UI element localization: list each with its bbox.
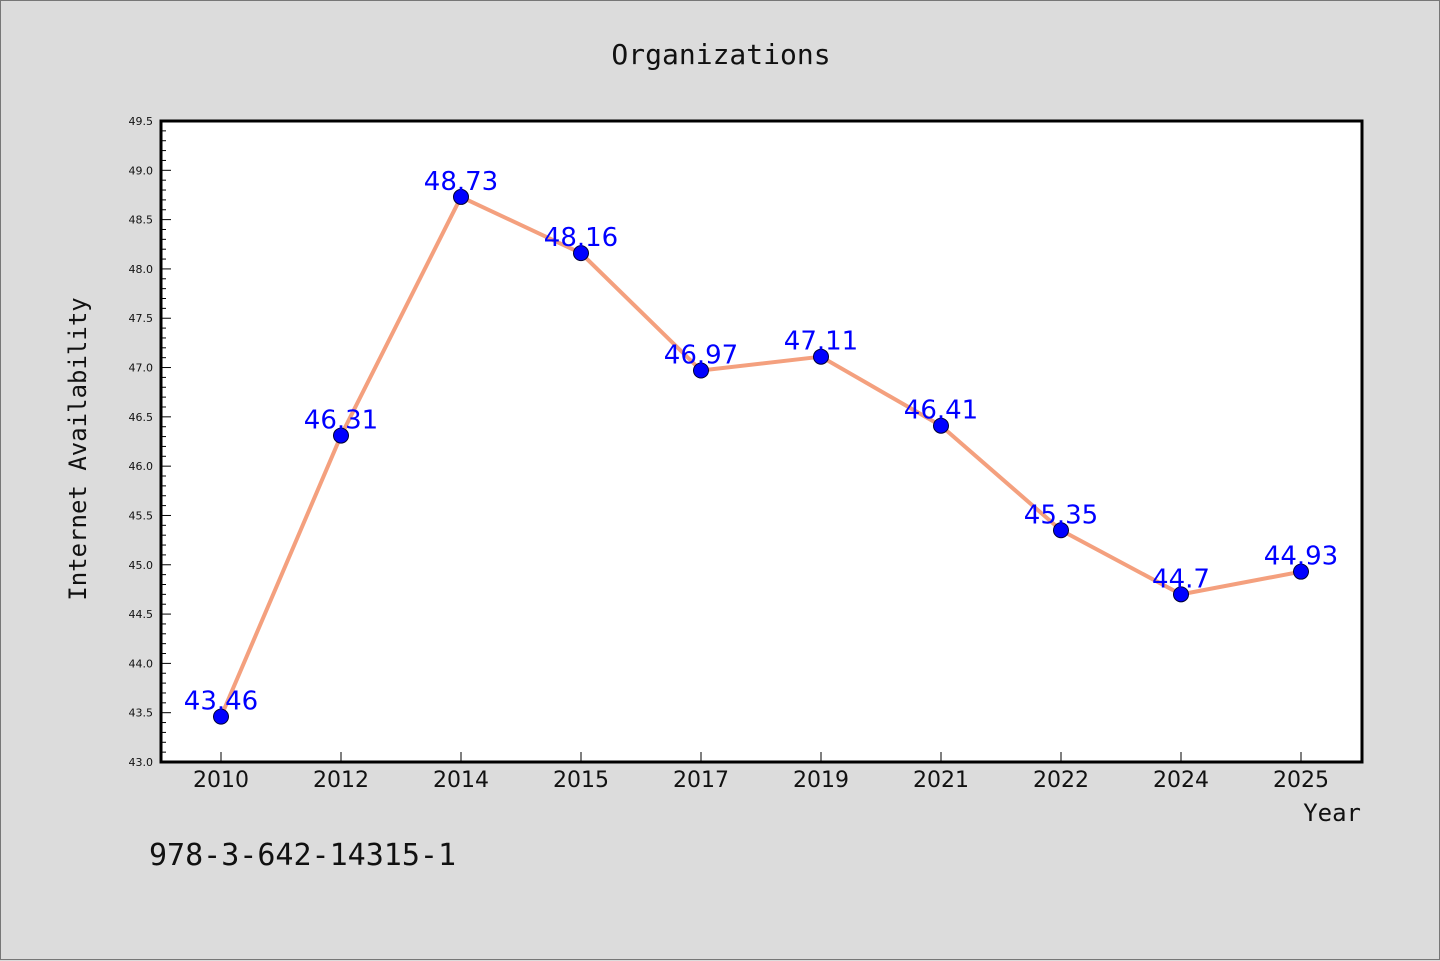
data-point (1293, 563, 1309, 580)
y-tick-label: 44.0 (129, 657, 154, 670)
footer-text: 978-3-642-14315-1 (149, 838, 456, 873)
x-axis-label: Year (1303, 799, 1361, 827)
x-axis: 2010 2012 2014 2015 2017 2019 2021 2022 2024 2025 (193, 752, 1329, 793)
data-point (813, 348, 829, 365)
x-tick-label: 2019 (793, 768, 849, 793)
y-axis-label: Internet Availability (64, 297, 92, 600)
y-axis: 43.0 43.5 44.0 44.5 45.0 45.5 46.0 46.5 47.0 47.5… (129, 115, 171, 769)
data-labels: 43.46 46.31 48.73 48.16 46.97 47.11 46.41 45.35… (184, 167, 1338, 717)
x-tick-label: 2012 (313, 768, 369, 793)
y-tick-label: 49.0 (129, 164, 154, 177)
data-label: 44.93 (1264, 542, 1338, 572)
y-tick-label: 49.5 (129, 115, 154, 128)
data-point (453, 188, 469, 205)
data-point (333, 427, 349, 444)
data-point (933, 417, 949, 434)
series-line (219, 194, 1302, 718)
x-tick-label: 2022 (1033, 768, 1089, 793)
data-label: 47.11 (784, 327, 858, 357)
plot-area (159, 119, 1364, 764)
data-point (573, 245, 589, 262)
y-tick-label: 43.0 (129, 756, 154, 769)
y-tick-label: 48.0 (129, 263, 154, 276)
x-tick-label: 2021 (913, 768, 969, 793)
chart-title: Organizations (611, 38, 830, 71)
x-tick-label: 2014 (433, 768, 489, 793)
y-tick-label: 48.5 (129, 214, 154, 227)
y-tick-label: 45.5 (129, 509, 154, 522)
data-point (1053, 522, 1069, 539)
data-point (1173, 586, 1189, 603)
x-tick-label: 2015 (553, 768, 609, 793)
series (213, 188, 1309, 725)
data-point (213, 708, 229, 725)
data-label: 44.7 (1152, 564, 1210, 594)
data-point (693, 362, 709, 379)
x-tick-label: 2025 (1273, 768, 1329, 793)
y-tick-label: 45.0 (129, 559, 154, 572)
y-tick-label: 46.5 (129, 411, 154, 424)
y-tick-label: 47.5 (129, 312, 154, 325)
data-label: 46.31 (304, 406, 378, 436)
x-tick-label: 2010 (193, 768, 249, 793)
y-tick-label: 44.5 (129, 608, 154, 621)
data-label: 45.35 (1024, 500, 1098, 530)
data-label: 48.73 (424, 167, 498, 197)
data-label: 46.97 (664, 340, 738, 370)
y-tick-label: 43.5 (129, 707, 154, 720)
data-label: 43.46 (184, 687, 258, 717)
data-label: 46.41 (904, 396, 978, 426)
data-label: 48.16 (544, 223, 618, 253)
x-tick-label: 2017 (673, 768, 729, 793)
y-tick-label: 47.0 (129, 362, 154, 375)
x-tick-label: 2024 (1153, 768, 1209, 793)
y-tick-label: 46.0 (129, 460, 154, 473)
